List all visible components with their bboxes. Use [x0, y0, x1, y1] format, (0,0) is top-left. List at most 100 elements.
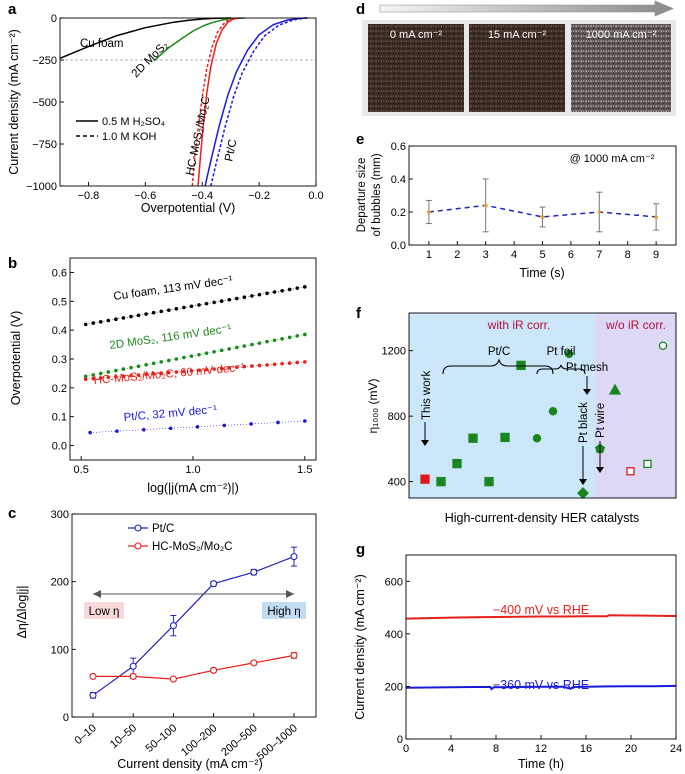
- data-point: [303, 360, 307, 364]
- panel-g: g 0 4 8 12 16 20 24 0 200 400 600 Time (h) Current…: [353, 541, 682, 771]
- group-label-this-work: This work: [421, 371, 433, 420]
- stability-line: [405, 684, 677, 691]
- x-axis-label-e: Time (s): [519, 266, 564, 280]
- catalyst-point: [468, 433, 478, 443]
- y-tick-a-label: −500: [32, 97, 57, 109]
- data-point: [144, 312, 148, 316]
- y-tick-a-label: −1000: [26, 181, 57, 193]
- data-point: [129, 672, 137, 680]
- y-axis-label-e-line2: of bubbles (mm): [371, 153, 383, 236]
- data-point: [129, 365, 133, 370]
- series-line: [153, 17, 245, 62]
- data-point: [136, 373, 141, 377]
- data-point: [121, 374, 126, 379]
- legend-ptc: Pt/C: [152, 523, 174, 535]
- y-tick-b-label: 0.1: [52, 412, 67, 424]
- data-point: [597, 210, 602, 214]
- y-tick-c-label: 100: [51, 644, 69, 656]
- data-point: [83, 322, 88, 327]
- x-tick-g-label: 24: [670, 743, 682, 755]
- data-point: [129, 662, 137, 670]
- x-tick-b-label: 0.5: [74, 464, 89, 476]
- panel-a: a −0.8 −0.6 −0.4 −0.2 0.00−250−500−750−1000 …: [7, 1, 324, 215]
- high-eta-box: [262, 602, 306, 619]
- data-point: [290, 651, 298, 659]
- data-point: [197, 352, 201, 357]
- data-point: [106, 318, 111, 323]
- x-axis-label-g: Time (h): [518, 757, 564, 771]
- catalyst-point: [452, 458, 462, 469]
- bubble-size-line: [428, 204, 657, 218]
- data-point: [114, 375, 118, 379]
- group-label-pt-wire: Pt wire: [595, 403, 607, 438]
- data-point: [250, 294, 254, 298]
- y-tick-f-label: 1200: [382, 346, 406, 358]
- data-point: [129, 314, 133, 319]
- panel-label-f: f: [356, 305, 362, 322]
- fit-line: [85, 286, 305, 325]
- data-point: [166, 308, 171, 312]
- photo-label-1000ma: 1000 mA cm⁻²: [586, 29, 657, 41]
- series-label-pt-c: Pt/C, 32 mV dec⁻¹: [123, 404, 217, 424]
- data-point: [121, 367, 126, 371]
- panel-label-c: c: [8, 505, 16, 522]
- data-point: [257, 341, 262, 345]
- legend-koh: 1.0 M KOH: [102, 131, 156, 143]
- data-point: [136, 364, 141, 369]
- data-point: [303, 285, 307, 289]
- stability-line: [405, 614, 677, 620]
- catalyst-point: [608, 383, 622, 395]
- data-point: [106, 375, 111, 380]
- x-tick-c-label: 0–10: [72, 722, 98, 747]
- series-line: [204, 17, 308, 187]
- y-tick-b-label: 0.0: [52, 441, 67, 453]
- data-point: [168, 426, 173, 431]
- data-point: [83, 377, 88, 382]
- data-point: [136, 313, 141, 318]
- x-tick-g-label: 0: [403, 743, 409, 755]
- data-point: [89, 691, 97, 699]
- series-line: [191, 17, 237, 187]
- data-point: [257, 292, 262, 297]
- x-axis-label-c: Current density (mA cm⁻²): [117, 757, 263, 771]
- panel-c: c 0–10 10–50 50–100 100–200 200–500500–10000…: [8, 505, 317, 771]
- catalyst-point: [484, 476, 494, 487]
- data-point: [295, 334, 300, 338]
- y-tick-e-label: 0.4: [391, 174, 406, 186]
- data-point: [303, 332, 307, 337]
- brace-pt-foil: [536, 364, 586, 375]
- data-point: [151, 361, 156, 366]
- data-point: [89, 672, 97, 680]
- data-point: [159, 309, 164, 314]
- data-point: [227, 366, 232, 370]
- y-tick-c-label: 0: [63, 712, 69, 724]
- x-tick-e-label: 6: [568, 249, 574, 261]
- data-point: [280, 361, 284, 366]
- y-axis-label-e-line1: Departure size: [356, 158, 368, 233]
- x-tick-a-label: −0.6: [134, 190, 156, 202]
- x-tick-g-label: 12: [535, 743, 547, 755]
- foam-photo-0ma: [368, 24, 464, 112]
- data-point: [189, 304, 194, 309]
- y-tick-b-label: 0.2: [52, 383, 67, 395]
- catalyst-point: [626, 467, 635, 476]
- data-point: [242, 344, 247, 348]
- data-point: [195, 425, 200, 429]
- x-tick-a-label: 0.0: [308, 190, 323, 202]
- x-axis-label-b: log(|j(mA cm⁻²)|): [147, 481, 239, 495]
- x-tick-e-label: 2: [454, 249, 460, 261]
- data-point: [303, 419, 307, 423]
- series-line: [92, 556, 295, 696]
- catalyst-point: [436, 476, 446, 487]
- data-point: [287, 335, 292, 340]
- panel-e: e 1 2 3 4 5 6 7 8 9 0.0 0.2 0.4 0.6 @ 1000 mA cm⁻² T…: [356, 131, 677, 280]
- data-point: [189, 369, 194, 373]
- data-point: [114, 317, 118, 321]
- data-point: [483, 203, 488, 208]
- plot-frame-e: [408, 145, 677, 246]
- data-point: [204, 351, 209, 356]
- series-label-2d-mos2: 2D MoS₂, 116 mV dec⁻¹: [109, 323, 232, 352]
- data-point: [235, 365, 239, 370]
- y-tick-f-label: 800: [388, 411, 406, 423]
